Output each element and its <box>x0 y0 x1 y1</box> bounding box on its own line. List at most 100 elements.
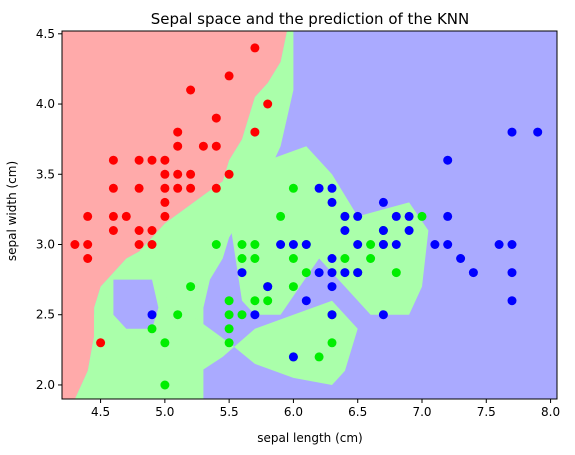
data-point-versicolor <box>224 310 234 320</box>
data-point-versicolor <box>288 183 298 193</box>
data-point-virginica <box>533 127 543 137</box>
data-point-virginica <box>494 240 504 249</box>
data-point-virginica <box>263 282 273 292</box>
data-point-setosa <box>250 43 260 53</box>
data-point-virginica <box>353 268 363 278</box>
data-point-virginica <box>327 197 337 207</box>
data-point-versicolor <box>173 310 183 320</box>
data-point-versicolor <box>288 254 298 263</box>
y-axis-ticks: 2.0 2.5 3.0 3.5 4.0 4.5 <box>36 27 62 392</box>
data-point-virginica <box>507 296 517 306</box>
data-point-setosa <box>108 183 118 193</box>
data-point-setosa <box>160 211 170 221</box>
y-axis-label: sepal width (cm) <box>5 161 19 261</box>
data-point-virginica <box>430 240 440 249</box>
x-tick-label: 8.0 <box>541 405 560 419</box>
region-setosa-pocket <box>113 279 159 329</box>
data-point-virginica <box>404 211 414 221</box>
data-point-setosa <box>134 155 144 165</box>
data-point-versicolor <box>250 240 260 249</box>
region-setosa-region <box>62 31 287 399</box>
data-point-setosa <box>186 183 196 193</box>
x-tick-label: 6.0 <box>284 405 303 419</box>
data-point-setosa <box>186 169 196 179</box>
x-axis-ticks: 4.5 5.0 5.5 6.0 6.5 7.0 7.5 8.0 <box>91 399 560 419</box>
data-point-virginica <box>378 310 388 320</box>
x-tick-label: 4.5 <box>91 405 110 419</box>
chart-title: Sepal space and the prediction of the KN… <box>151 10 469 28</box>
data-point-setosa <box>211 141 221 151</box>
data-point-versicolor <box>366 254 376 263</box>
data-point-virginica <box>327 268 337 278</box>
data-point-setosa <box>83 240 93 249</box>
data-point-versicolor <box>160 380 170 390</box>
data-point-virginica <box>237 268 247 278</box>
y-tick-label: 2.0 <box>36 378 55 392</box>
data-point-virginica <box>507 240 517 249</box>
data-point-setosa <box>108 155 118 165</box>
data-point-setosa <box>173 141 183 151</box>
data-point-versicolor <box>417 211 427 221</box>
data-point-versicolor <box>224 296 234 306</box>
plot-frame <box>61 30 558 400</box>
data-point-setosa <box>173 169 183 179</box>
y-tick-label: 4.0 <box>36 97 55 111</box>
data-point-setosa <box>70 240 80 249</box>
data-point-versicolor <box>160 338 170 348</box>
y-tick-label: 3.5 <box>36 167 55 181</box>
x-tick-label: 5.5 <box>220 405 239 419</box>
data-point-versicolor <box>237 310 247 320</box>
data-point-virginica <box>443 155 453 165</box>
data-point-versicolor <box>327 338 337 348</box>
data-point-versicolor <box>237 254 247 263</box>
data-point-versicolor <box>224 338 234 348</box>
data-point-virginica <box>288 352 298 362</box>
x-axis-label: sepal length (cm) <box>257 431 362 445</box>
data-point-setosa <box>83 211 93 221</box>
data-point-setosa <box>83 254 93 263</box>
data-point-setosa <box>147 155 157 165</box>
x-tick-label: 7.5 <box>477 405 496 419</box>
data-point-versicolor <box>340 254 350 263</box>
data-point-setosa <box>186 85 196 95</box>
data-point-virginica <box>378 197 388 207</box>
data-point-setosa <box>263 99 273 109</box>
data-point-setosa <box>160 183 170 193</box>
data-point-virginica <box>327 310 337 320</box>
data-point-setosa <box>134 183 144 193</box>
data-point-virginica <box>301 296 311 306</box>
data-point-setosa <box>96 338 106 348</box>
data-point-versicolor <box>186 282 196 292</box>
y-tick-label: 2.5 <box>36 308 55 322</box>
data-point-virginica <box>456 254 466 263</box>
x-tick-label: 6.5 <box>348 405 367 419</box>
data-point-versicolor <box>250 296 260 306</box>
data-point-virginica <box>314 183 324 193</box>
data-point-virginica <box>340 226 350 235</box>
region-versicolor-island <box>229 146 429 315</box>
data-point-virginica <box>378 240 388 249</box>
data-point-setosa <box>224 71 234 81</box>
data-point-versicolor <box>237 240 247 249</box>
data-point-setosa <box>134 240 144 249</box>
data-point-setosa <box>250 127 260 137</box>
data-point-virginica <box>250 310 260 320</box>
data-point-virginica <box>353 211 363 221</box>
data-point-virginica <box>507 268 517 278</box>
data-point-setosa <box>134 226 144 235</box>
x-tick-label: 7.0 <box>412 405 431 419</box>
data-point-versicolor <box>250 254 260 263</box>
data-point-virginica <box>314 268 324 278</box>
data-point-setosa <box>211 183 221 193</box>
y-tick-label: 3.0 <box>36 237 55 251</box>
data-point-setosa <box>160 155 170 165</box>
data-point-virginica <box>327 282 337 292</box>
data-point-virginica <box>340 211 350 221</box>
series-virginica <box>147 127 543 362</box>
series-setosa <box>70 43 273 348</box>
data-point-setosa <box>121 211 131 221</box>
data-point-virginica <box>468 268 478 278</box>
y-tick-label: 4.5 <box>36 27 55 41</box>
data-point-virginica <box>301 240 311 249</box>
